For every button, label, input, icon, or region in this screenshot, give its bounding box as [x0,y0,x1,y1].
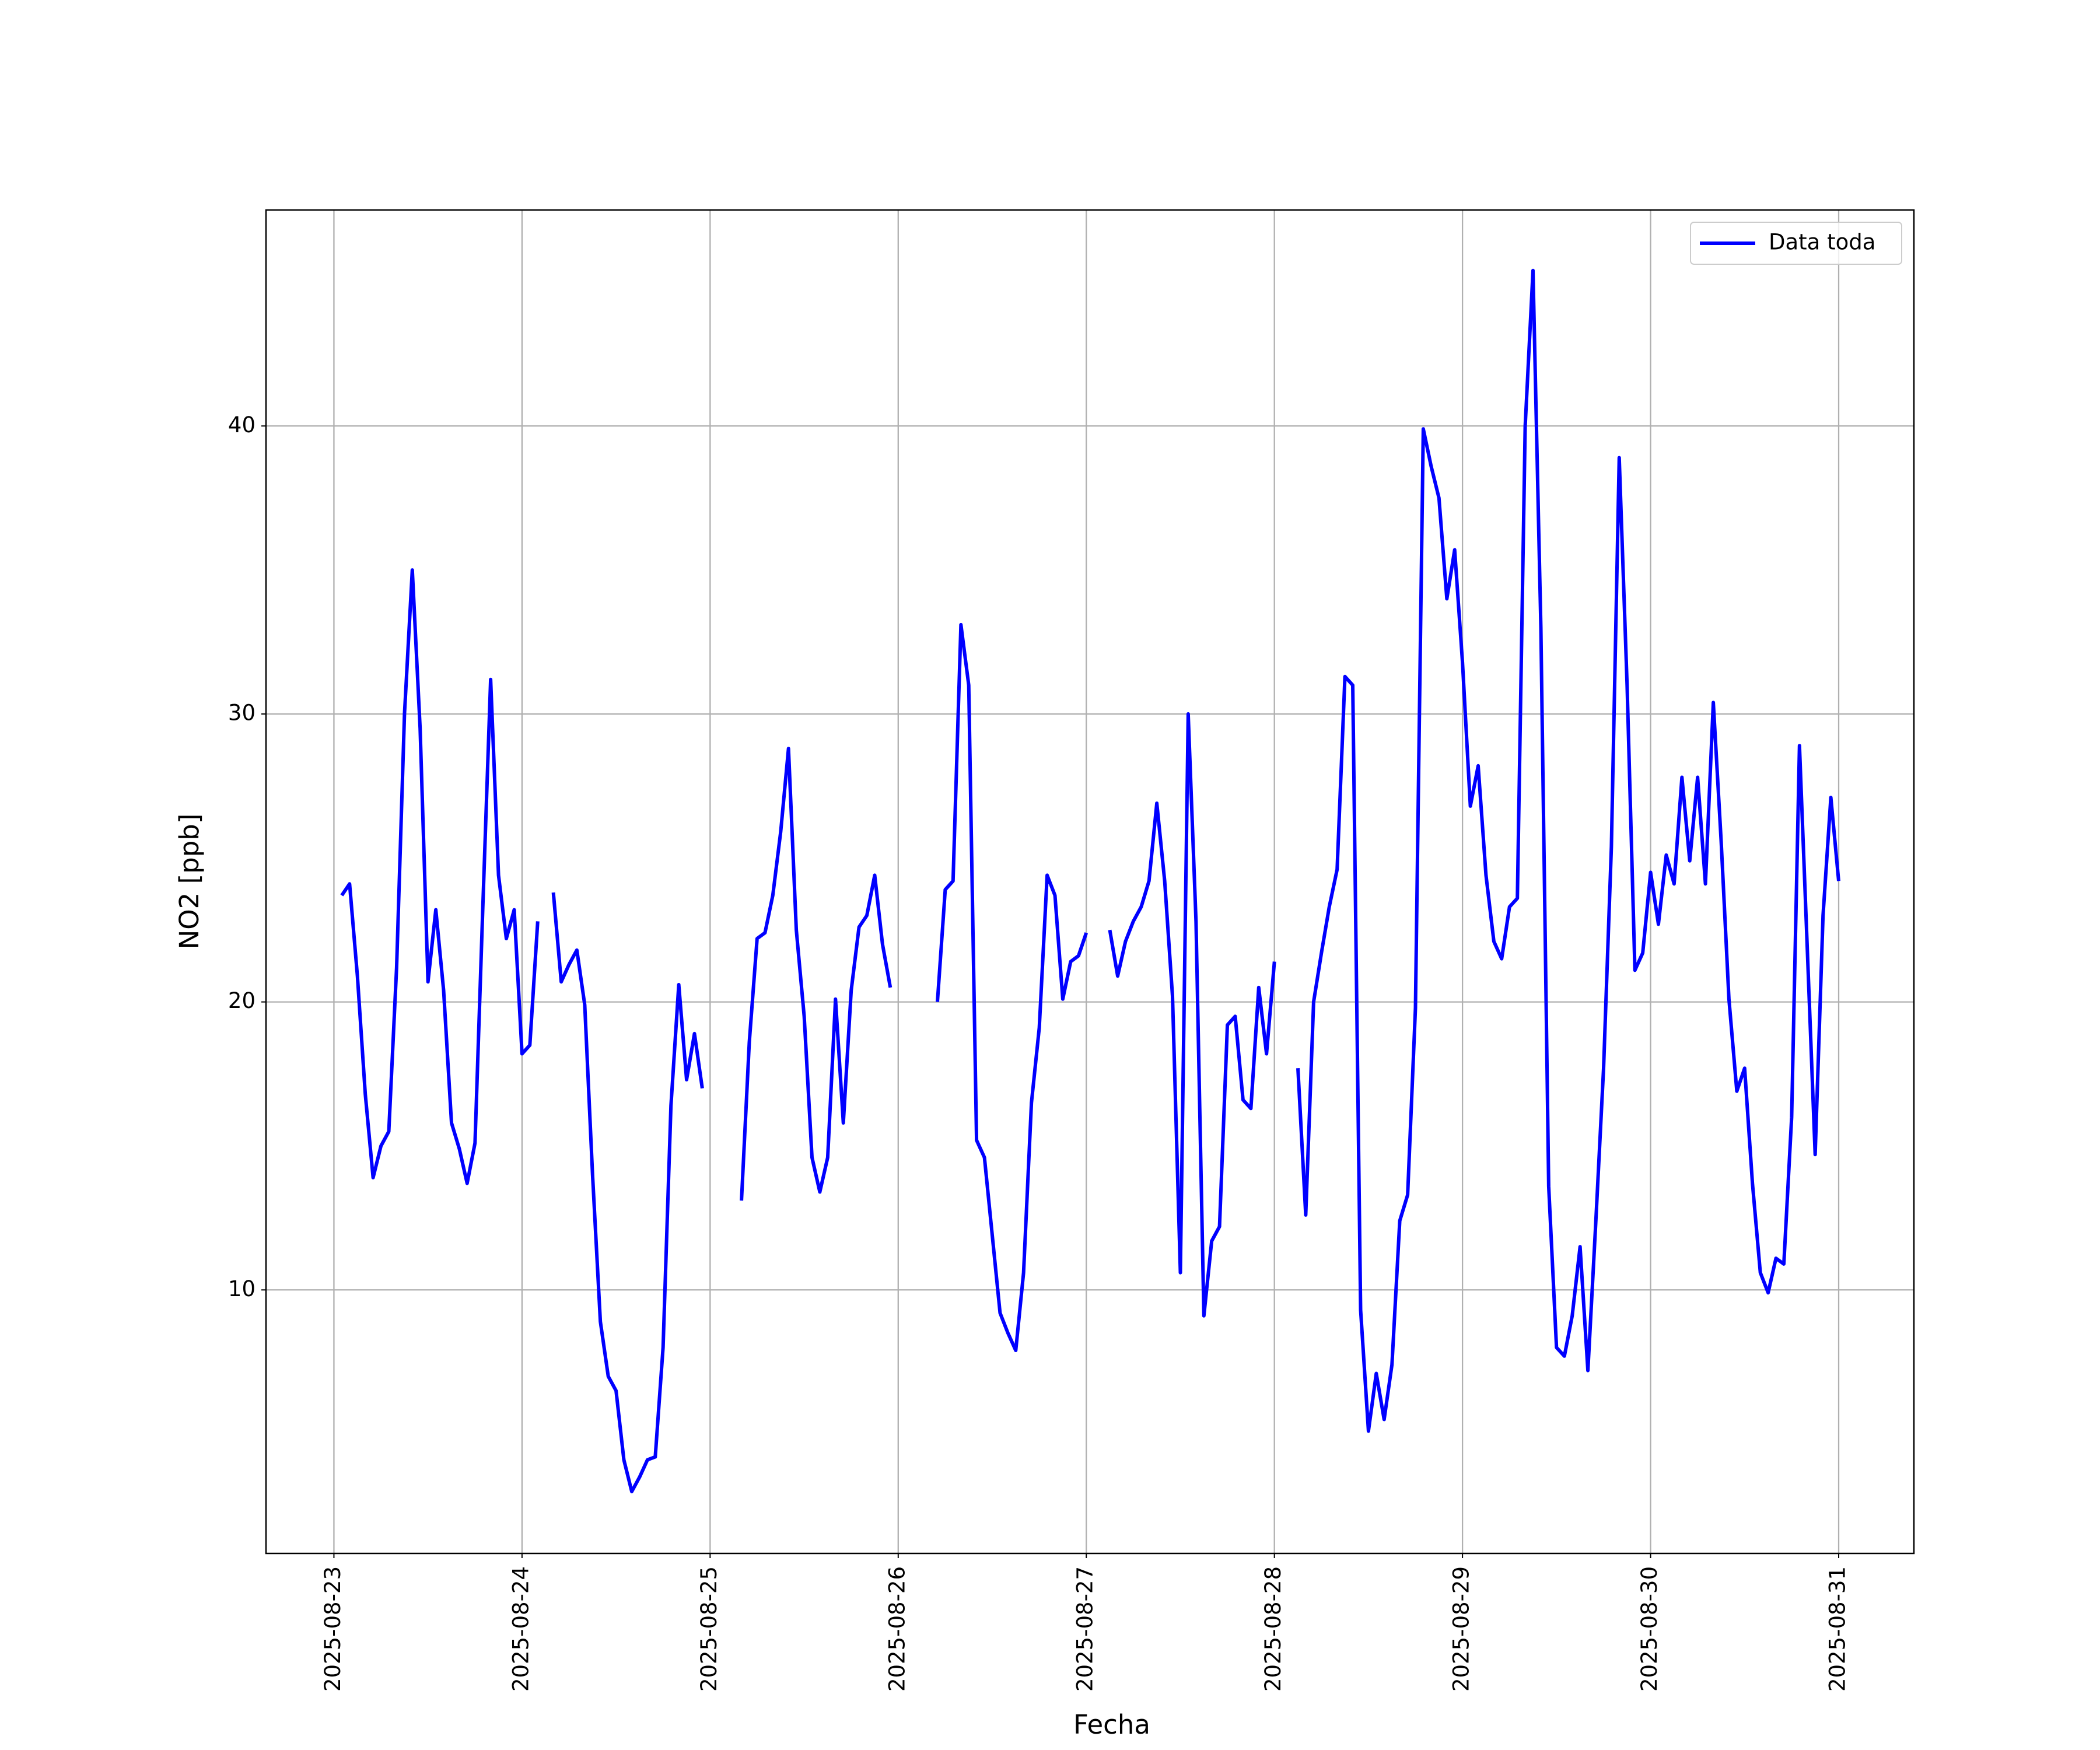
legend: Data toda [1690,222,1902,265]
plot-frame [265,209,1915,1555]
x-tick-label: 2025-08-25 [696,1566,722,1692]
y-tick-label: 10 [228,1276,256,1301]
x-tick-label: 2025-08-30 [1637,1566,1662,1692]
x-tick-label: 2025-08-28 [1261,1566,1286,1692]
x-tick-label: 2025-08-23 [320,1566,345,1692]
data-line [340,268,1840,1493]
y-tick-label: 40 [228,412,256,438]
y-tick-label: 30 [228,700,256,725]
y-axis-label: NO2 [ppb] [174,814,205,950]
y-tick-label: 20 [228,988,256,1013]
x-tick-label: 2025-08-26 [884,1566,909,1692]
x-tick-label: 2025-08-27 [1073,1566,1098,1692]
x-tick-label: 2025-08-31 [1825,1566,1850,1692]
x-axis-label: Fecha [1073,1709,1150,1740]
legend-box [1690,222,1902,265]
legend-label: Data toda [1769,230,1875,255]
x-tick-label: 2025-08-29 [1449,1566,1474,1692]
x-tick-label: 2025-08-24 [508,1566,533,1692]
